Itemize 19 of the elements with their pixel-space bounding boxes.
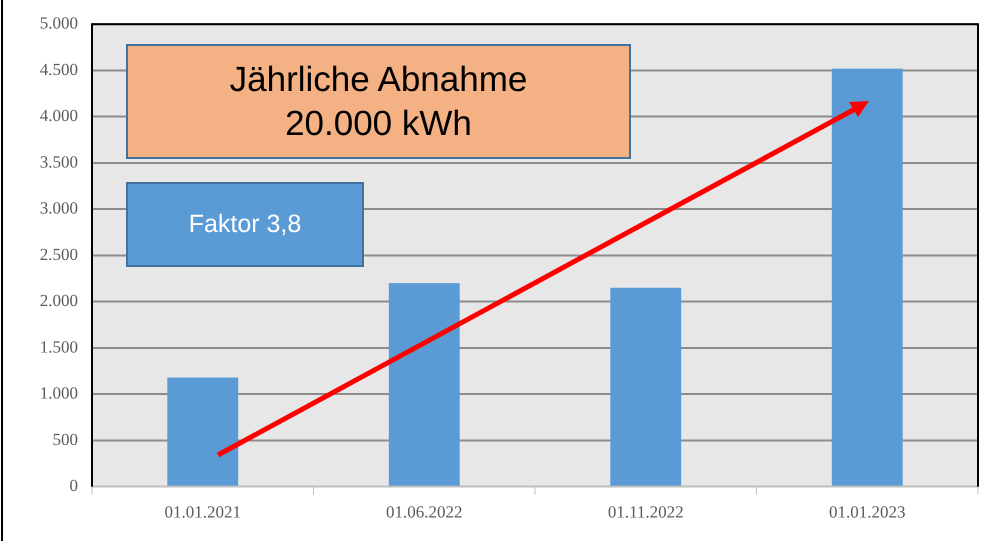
bar	[388, 283, 460, 486]
y-tick-label: 4.500	[40, 60, 78, 79]
y-tick-label: 3.500	[40, 152, 78, 172]
x-tick-label: 01.01.2023	[829, 502, 906, 522]
y-tick-label: 2.500	[40, 244, 78, 264]
bar	[610, 288, 682, 486]
y-tick-label: 1.500	[40, 337, 78, 356]
bar	[832, 68, 903, 486]
x-tick-label: 01.11.2022	[608, 502, 684, 522]
x-tick-label: 01.01.2021	[164, 502, 241, 522]
y-tick-label: 500	[52, 430, 78, 449]
y-tick-label: 3.000	[40, 198, 78, 218]
y-tick-label: 5.000	[40, 14, 78, 33]
y-tick-label: 4.000	[40, 106, 78, 126]
y-tick-label: 1.000	[40, 384, 78, 403]
bar	[167, 377, 238, 486]
y-tick-label: 2.000	[40, 291, 78, 310]
x-tick-label: 01.06.2022	[386, 502, 462, 522]
y-tick-label: 0	[70, 476, 78, 496]
